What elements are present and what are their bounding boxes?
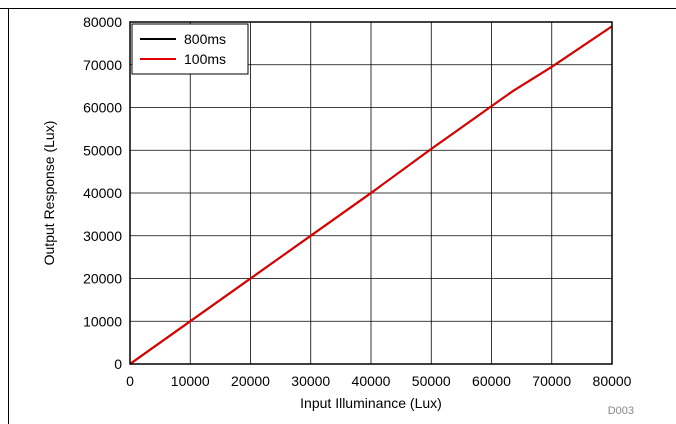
x-tick-labels: 0 10000 20000 30000 40000 50000 60000 70000 8000… <box>126 373 632 389</box>
y-tick-labels: 0 10000 20000 30000 40000 50000 60000 70000 8000… <box>83 14 122 372</box>
x-tick-label: 0 <box>126 373 134 389</box>
x-axis-label: Input Illuminance (Lux) <box>300 395 442 411</box>
series-group <box>129 25 613 365</box>
y-axis-label: Output Response (Lux) <box>41 121 57 266</box>
legend-label-800ms: 800ms <box>184 31 226 47</box>
y-tick-label: 50000 <box>83 142 122 158</box>
x-tick-label: 40000 <box>352 373 391 389</box>
figure-reference: D003 <box>608 405 634 417</box>
y-tick-label: 0 <box>114 356 122 372</box>
x-tick-label: 30000 <box>291 373 330 389</box>
x-tick-label: 50000 <box>412 373 451 389</box>
y-tick-label: 60000 <box>83 100 122 116</box>
y-tick-label: 80000 <box>83 14 122 30</box>
y-tick-label: 70000 <box>83 57 122 73</box>
legend-box <box>131 23 249 75</box>
x-tick-label: 60000 <box>472 373 511 389</box>
legend-label-100ms: 100ms <box>184 51 226 67</box>
series-line-100ms <box>129 25 613 365</box>
y-tick-label: 10000 <box>83 313 122 329</box>
x-tick-label: 70000 <box>532 373 571 389</box>
x-tick-label: 20000 <box>231 373 270 389</box>
y-tick-label: 20000 <box>83 271 122 287</box>
legend: 800ms 100ms <box>131 23 249 75</box>
x-tick-label: 80000 <box>593 373 632 389</box>
y-tick-label: 30000 <box>83 228 122 244</box>
y-tick-label: 40000 <box>83 185 122 201</box>
x-tick-label: 10000 <box>171 373 210 389</box>
plot-area-border <box>129 21 613 365</box>
